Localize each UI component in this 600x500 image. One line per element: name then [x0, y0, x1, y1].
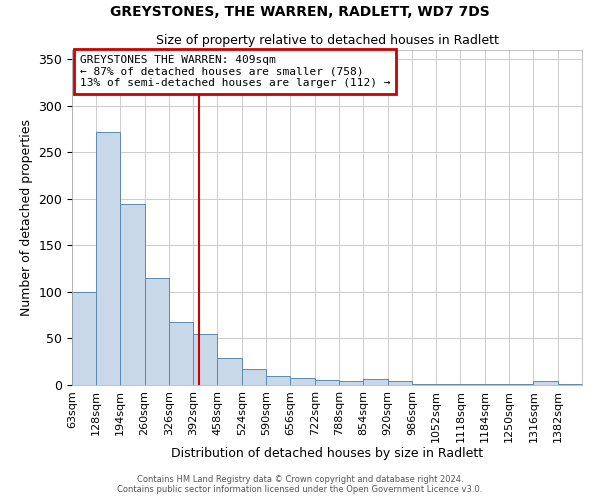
Bar — [460, 384, 485, 385]
Bar — [557, 384, 582, 385]
Bar — [314, 380, 339, 385]
Bar — [266, 376, 290, 385]
Bar — [217, 358, 242, 385]
Bar — [290, 378, 314, 385]
X-axis label: Distribution of detached houses by size in Radlett: Distribution of detached houses by size … — [171, 448, 483, 460]
Bar — [242, 369, 266, 385]
Bar — [363, 380, 388, 385]
Bar — [533, 382, 557, 385]
Y-axis label: Number of detached properties: Number of detached properties — [20, 119, 33, 316]
Text: Contains HM Land Registry data © Crown copyright and database right 2024.
Contai: Contains HM Land Registry data © Crown c… — [118, 474, 482, 494]
Text: GREYSTONES THE WARREN: 409sqm
← 87% of detached houses are smaller (758)
13% of : GREYSTONES THE WARREN: 409sqm ← 87% of d… — [80, 55, 390, 88]
Bar — [509, 384, 533, 385]
Bar — [485, 384, 509, 385]
Bar — [96, 132, 120, 385]
Bar — [388, 382, 412, 385]
Title: Size of property relative to detached houses in Radlett: Size of property relative to detached ho… — [155, 34, 499, 48]
Text: GREYSTONES, THE WARREN, RADLETT, WD7 7DS: GREYSTONES, THE WARREN, RADLETT, WD7 7DS — [110, 5, 490, 19]
Bar — [72, 292, 96, 385]
Bar — [339, 382, 363, 385]
Bar — [145, 278, 169, 385]
Bar — [412, 384, 436, 385]
Bar — [193, 334, 217, 385]
Bar — [436, 384, 460, 385]
Bar — [169, 322, 193, 385]
Bar — [120, 204, 145, 385]
